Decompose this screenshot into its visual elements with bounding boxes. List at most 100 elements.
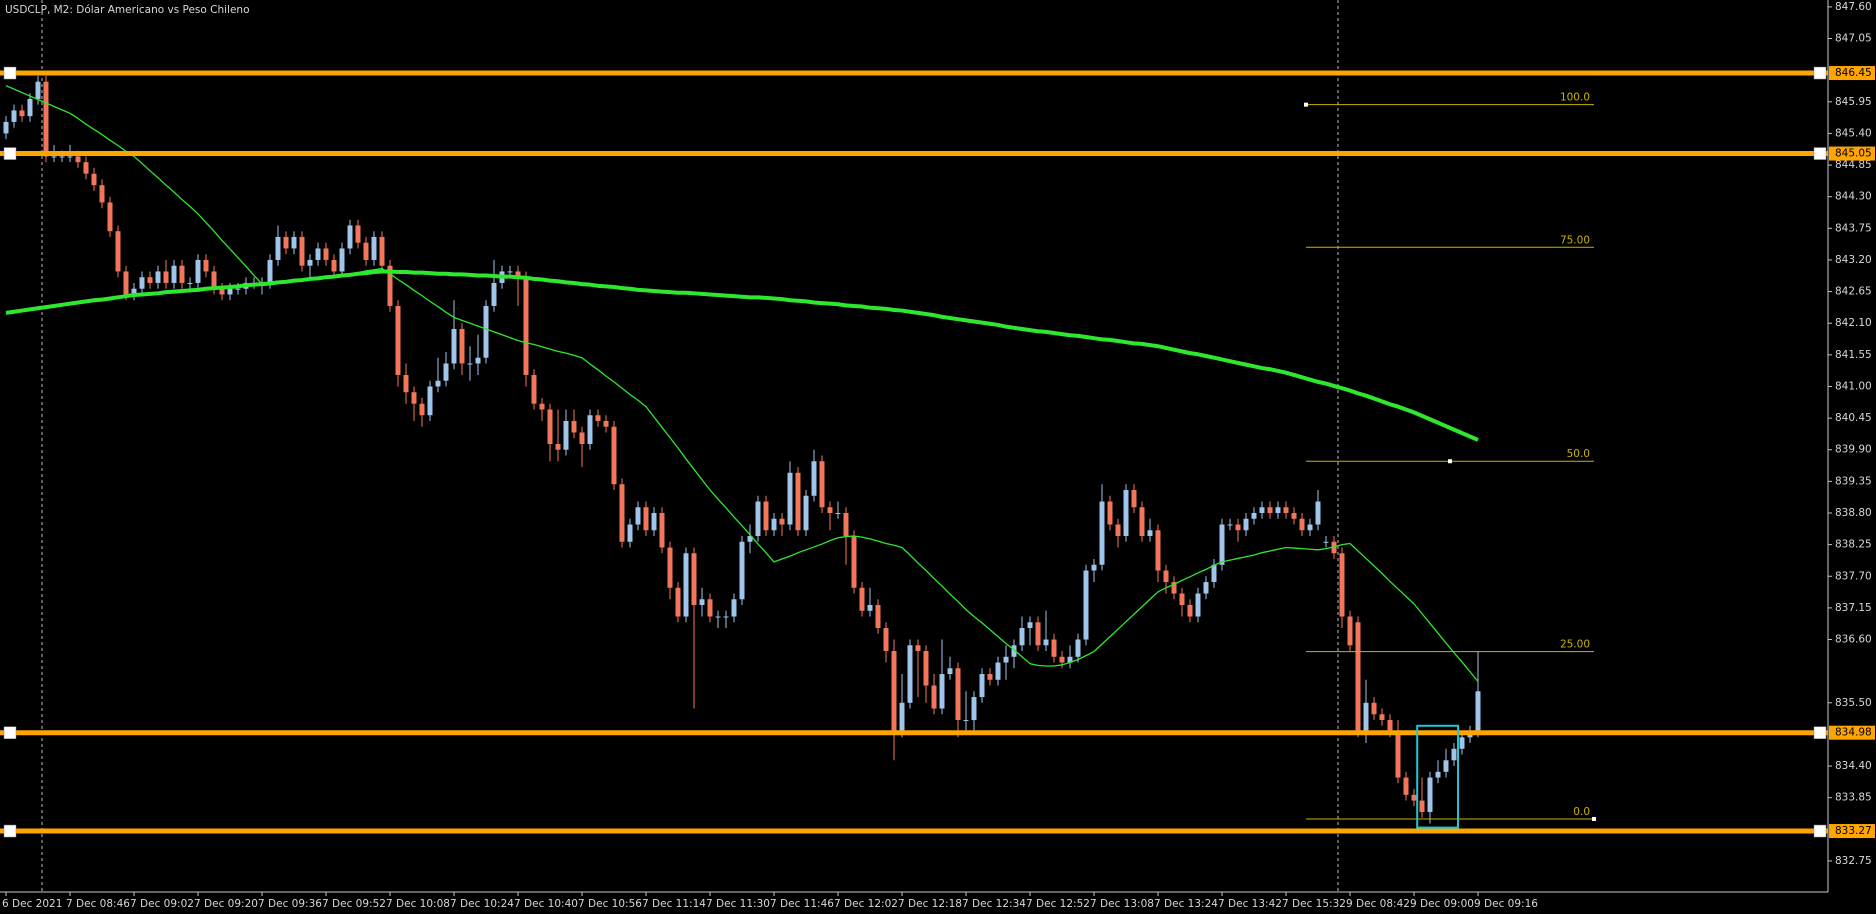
candle-body <box>211 271 217 289</box>
x-tick-label: 7 Dec 13:42 <box>1218 898 1282 910</box>
candle-body <box>731 599 737 617</box>
level-handle <box>1813 824 1827 838</box>
candle-body <box>1059 656 1065 663</box>
candle-body <box>611 426 617 485</box>
y-tick-label: 832.75 <box>1835 855 1872 867</box>
candle-body <box>939 674 945 709</box>
candle-body <box>443 363 449 381</box>
y-tick-label: 841.00 <box>1835 380 1872 392</box>
candle-body <box>1163 570 1169 583</box>
candle-body <box>1043 639 1049 646</box>
candle-body <box>83 162 89 174</box>
candle-body <box>19 110 25 117</box>
candle-body <box>1211 564 1217 583</box>
candle-body <box>1459 737 1465 749</box>
candle-body <box>1291 513 1297 519</box>
candle-body <box>747 536 753 542</box>
level-handle <box>1813 147 1827 160</box>
candle-body <box>339 248 345 272</box>
candle-body <box>427 386 433 416</box>
y-tick-label: 844.85 <box>1835 159 1872 171</box>
candle-body <box>1379 714 1385 721</box>
level-label: 834.98 <box>1835 727 1872 739</box>
y-tick-label: 835.50 <box>1835 697 1872 709</box>
level-handle <box>3 147 17 160</box>
candle-body <box>1411 794 1417 801</box>
candle-body <box>979 674 985 698</box>
candle-body <box>195 259 201 283</box>
level-label-bg <box>1829 66 1875 81</box>
x-tick-label: 9 Dec 09:00 <box>1410 898 1474 910</box>
candle-body <box>1395 731 1401 778</box>
candle-body <box>363 242 369 260</box>
candle-body <box>1315 501 1321 525</box>
candle-body <box>691 553 697 606</box>
candle-body <box>395 305 401 375</box>
candle-body <box>995 662 1001 680</box>
y-tick-label: 845.95 <box>1835 96 1872 108</box>
y-tick-label: 847.05 <box>1835 33 1872 45</box>
x-tick-label: 7 Dec 12:02 <box>834 898 898 910</box>
candle-body <box>923 651 929 686</box>
level-label: 845.05 <box>1835 148 1872 160</box>
candle-body <box>1371 702 1377 715</box>
x-tick-label: 6 Dec 2021 <box>2 898 62 910</box>
x-tick-label: 9 Dec 08:42 <box>1346 898 1410 910</box>
candle-body <box>811 461 817 496</box>
x-tick-label: 7 Dec 10:24 <box>450 898 514 910</box>
candle-body <box>347 225 353 249</box>
candle-body <box>491 282 497 306</box>
candle-body <box>51 156 57 158</box>
candle-body <box>779 518 785 525</box>
x-tick-label: 7 Dec 13:08 <box>1090 898 1154 910</box>
candle-body <box>707 599 713 617</box>
candle-body <box>899 702 905 732</box>
candle-body <box>1355 622 1361 732</box>
chart-title: USDCLP, M2: Dólar Americano vs Peso Chil… <box>5 4 250 16</box>
candle-body <box>355 225 361 243</box>
candle-body <box>515 271 521 278</box>
y-tick-label: 842.10 <box>1835 317 1872 329</box>
candle-body <box>683 553 689 617</box>
candle-body <box>1195 593 1201 617</box>
candle-body <box>1443 760 1449 772</box>
candle-body <box>139 277 145 289</box>
candle-body <box>1099 501 1105 565</box>
candle-body <box>851 536 857 588</box>
x-tick-label: 7 Dec 09:20 <box>194 898 258 910</box>
candle-body <box>1403 777 1409 795</box>
candle-body <box>1179 593 1185 606</box>
x-tick-label: 9 Dec 09:16 <box>1474 898 1538 910</box>
candle-body <box>1475 691 1481 732</box>
candle-body <box>1083 570 1089 640</box>
candle-body <box>27 98 33 117</box>
candle-body <box>931 685 937 709</box>
x-tick-label: 7 Dec 09:02 <box>130 898 194 910</box>
candle-body <box>1187 605 1193 617</box>
candle-body <box>1115 524 1121 537</box>
candle-body <box>107 202 113 232</box>
y-tick-label: 840.45 <box>1835 412 1872 424</box>
fibo-anchor <box>1592 816 1596 821</box>
x-tick-label: 7 Dec 12:34 <box>962 898 1026 910</box>
candle-body <box>971 697 977 721</box>
candle-body <box>1259 507 1265 514</box>
y-tick-label: 842.65 <box>1835 286 1872 298</box>
candle-body <box>171 265 177 283</box>
fibo-label: 50.0 <box>1567 448 1590 460</box>
candle-body <box>1419 800 1425 813</box>
candle-body <box>1147 530 1153 537</box>
candle-body <box>635 507 641 525</box>
highlight-box <box>1416 724 1459 829</box>
candle-body <box>1435 771 1441 778</box>
candle-body <box>59 156 65 158</box>
candle-body <box>571 420 577 433</box>
candle-body <box>155 271 161 283</box>
fibo-anchor <box>1304 102 1308 107</box>
candle-body <box>475 357 481 364</box>
y-tick-label: 836.60 <box>1835 634 1872 646</box>
y-tick-label: 837.15 <box>1835 602 1872 614</box>
candle-body <box>467 363 473 365</box>
level-handle <box>3 824 17 838</box>
candle-body <box>123 271 129 295</box>
